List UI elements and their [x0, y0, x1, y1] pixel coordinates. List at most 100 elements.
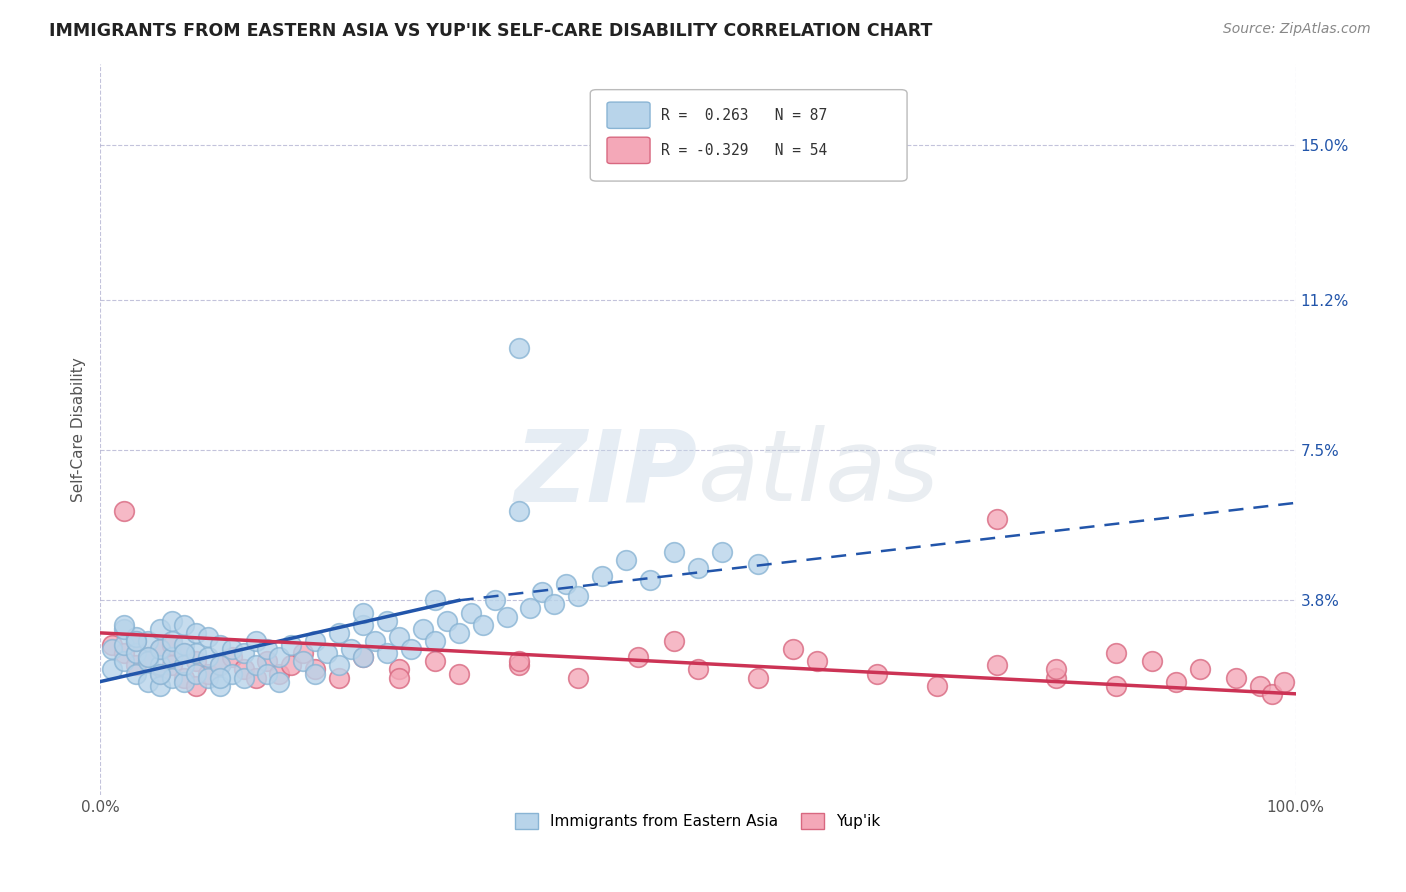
Point: [173, 671, 195, 685]
Point: [280, 638, 302, 652]
Point: [352, 650, 374, 665]
Point: [269, 674, 291, 689]
Point: [184, 646, 207, 660]
Point: [160, 658, 183, 673]
Point: [292, 646, 315, 660]
Point: [328, 658, 350, 673]
Point: [160, 650, 183, 665]
Text: ZIP: ZIP: [515, 425, 697, 522]
FancyBboxPatch shape: [591, 90, 907, 181]
Point: [149, 666, 172, 681]
Point: [245, 671, 267, 685]
Point: [208, 679, 231, 693]
Point: [184, 666, 207, 681]
Point: [686, 662, 709, 676]
Point: [112, 622, 135, 636]
Point: [495, 609, 517, 624]
Point: [160, 638, 183, 652]
Point: [232, 662, 254, 676]
Point: [925, 679, 948, 693]
Point: [125, 646, 148, 660]
Point: [173, 638, 195, 652]
Point: [986, 512, 1008, 526]
Point: [160, 634, 183, 648]
Point: [412, 622, 434, 636]
Text: R = -0.329   N = 54: R = -0.329 N = 54: [661, 143, 827, 158]
Point: [269, 666, 291, 681]
Point: [112, 617, 135, 632]
Point: [101, 638, 124, 652]
Point: [423, 593, 446, 607]
Point: [388, 662, 411, 676]
Point: [531, 585, 554, 599]
Point: [197, 650, 219, 665]
Legend: Immigrants from Eastern Asia, Yup'ik: Immigrants from Eastern Asia, Yup'ik: [509, 807, 887, 835]
Text: IMMIGRANTS FROM EASTERN ASIA VS YUP'IK SELF-CARE DISABILITY CORRELATION CHART: IMMIGRANTS FROM EASTERN ASIA VS YUP'IK S…: [49, 22, 932, 40]
Point: [304, 666, 326, 681]
Point: [662, 544, 685, 558]
Text: Source: ZipAtlas.com: Source: ZipAtlas.com: [1223, 22, 1371, 37]
FancyBboxPatch shape: [607, 102, 650, 128]
Point: [136, 654, 159, 668]
Point: [149, 622, 172, 636]
Point: [375, 614, 398, 628]
Point: [508, 654, 530, 668]
Point: [447, 666, 470, 681]
Point: [256, 654, 278, 668]
Point: [149, 642, 172, 657]
Point: [125, 634, 148, 648]
Point: [508, 342, 530, 356]
Point: [399, 642, 422, 657]
Point: [1249, 679, 1271, 693]
Point: [245, 658, 267, 673]
Point: [508, 504, 530, 518]
Point: [173, 646, 195, 660]
Y-axis label: Self-Care Disability: Self-Care Disability: [72, 358, 86, 502]
Point: [471, 617, 494, 632]
Point: [197, 630, 219, 644]
Point: [567, 671, 589, 685]
Point: [747, 671, 769, 685]
Point: [136, 650, 159, 665]
Point: [352, 606, 374, 620]
Point: [208, 671, 231, 685]
Point: [221, 666, 243, 681]
Point: [627, 650, 650, 665]
Point: [1045, 662, 1067, 676]
Point: [101, 662, 124, 676]
Point: [304, 662, 326, 676]
Point: [543, 598, 565, 612]
Point: [1260, 687, 1282, 701]
Point: [1272, 674, 1295, 689]
Point: [280, 658, 302, 673]
Point: [1225, 671, 1247, 685]
Point: [1105, 679, 1128, 693]
Point: [184, 679, 207, 693]
Point: [304, 634, 326, 648]
Point: [986, 658, 1008, 673]
Point: [806, 654, 828, 668]
Point: [173, 658, 195, 673]
Point: [197, 666, 219, 681]
Point: [125, 634, 148, 648]
Point: [484, 593, 506, 607]
Point: [519, 601, 541, 615]
Point: [221, 650, 243, 665]
Text: R =  0.263   N = 87: R = 0.263 N = 87: [661, 108, 827, 123]
Point: [173, 674, 195, 689]
Point: [149, 666, 172, 681]
Point: [388, 671, 411, 685]
Point: [256, 666, 278, 681]
Point: [160, 671, 183, 685]
Point: [208, 658, 231, 673]
Point: [232, 671, 254, 685]
Point: [125, 658, 148, 673]
Point: [1105, 646, 1128, 660]
Point: [328, 671, 350, 685]
FancyBboxPatch shape: [607, 137, 650, 163]
Point: [125, 666, 148, 681]
Point: [364, 634, 387, 648]
Point: [747, 557, 769, 571]
Point: [1140, 654, 1163, 668]
Point: [340, 642, 363, 657]
